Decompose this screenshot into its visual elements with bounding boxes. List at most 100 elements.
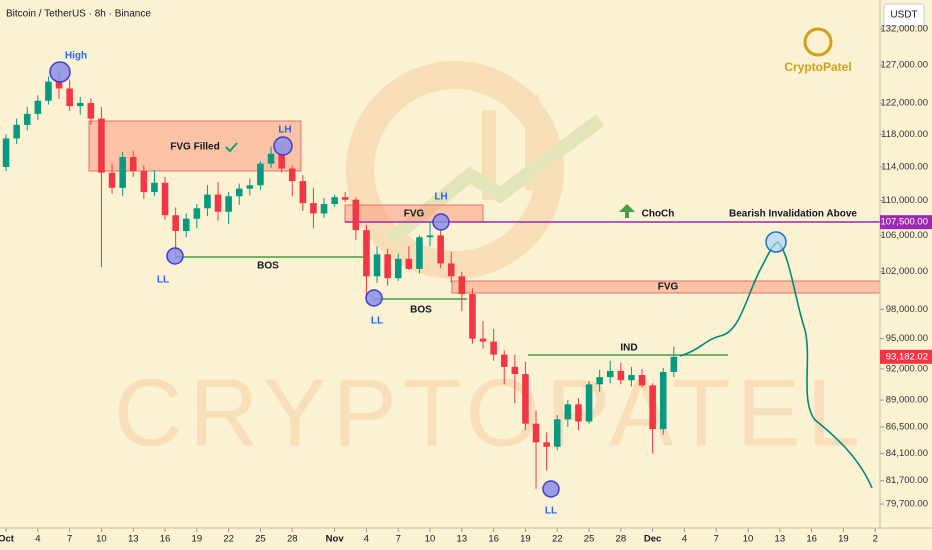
candle-body <box>469 294 476 339</box>
logo-icon <box>803 27 833 57</box>
x-tick-label: 19 <box>838 534 849 545</box>
y-tick-label: 118,000.00 <box>881 129 928 140</box>
candle-body <box>320 203 328 214</box>
candle-body <box>437 235 444 264</box>
markers <box>49 61 787 498</box>
x-tick-label: 16 <box>488 534 499 545</box>
x-tick-label: Nov <box>326 534 345 545</box>
currency: USDT <box>890 10 917 21</box>
x-tick-label: 4 <box>682 534 687 545</box>
candle-body <box>119 157 126 188</box>
candle-body <box>394 258 402 279</box>
candle-body <box>34 100 42 114</box>
x-tick-label: 28 <box>287 534 298 545</box>
grid <box>5 528 876 532</box>
candle-body <box>352 199 360 231</box>
candle-body <box>384 254 391 279</box>
x-tick-label: 13 <box>775 534 786 545</box>
candle-body <box>193 208 201 219</box>
label: FVG Filled <box>170 142 219 153</box>
y-tick-label: 89,000.00 <box>886 395 928 406</box>
y-tick-label: 81,700.00 <box>886 475 928 486</box>
label: LL <box>157 275 169 286</box>
label: FVG <box>658 282 679 293</box>
pivot-marker <box>273 136 293 156</box>
candle-body <box>628 375 635 381</box>
candle-body <box>182 218 190 232</box>
currency-box <box>883 3 925 27</box>
candle-body <box>426 235 434 238</box>
candle-body <box>522 374 529 424</box>
candle-body <box>543 442 550 447</box>
pivot-marker <box>365 289 383 307</box>
watermark: CRYPTOPATEL <box>114 359 866 466</box>
pivot-marker <box>542 480 560 498</box>
candle-body <box>299 181 307 204</box>
label: FVG <box>404 209 425 220</box>
x-tick-label: 25 <box>584 534 595 545</box>
annotation-labels: High FVG Filled LH LL BOS FVG LH LL BOS … <box>65 51 858 517</box>
candle-body <box>564 404 572 420</box>
x-tick-label: 22 <box>223 534 234 545</box>
x-tick-label: Oct <box>0 534 15 545</box>
candle-body <box>246 185 254 189</box>
y-tick-label: 114,000.00 <box>881 161 928 172</box>
check-icon <box>225 142 238 153</box>
candle-body <box>161 182 169 216</box>
label: LL <box>371 316 383 327</box>
x-tick-label: 13 <box>457 534 468 545</box>
candle-body <box>55 81 63 89</box>
x-tick-label: 7 <box>67 534 72 545</box>
y-tick-label: 79,700.00 <box>886 499 928 510</box>
x-tick-label: Dec <box>644 534 661 545</box>
candle-body <box>479 338 487 342</box>
candle-body <box>341 197 349 200</box>
label: IND <box>620 343 637 354</box>
label: BOS <box>410 305 432 316</box>
x-tick-label: 16 <box>806 534 817 545</box>
x-tick-label: 28 <box>616 534 627 545</box>
pivot-marker <box>166 247 184 265</box>
candle-body <box>638 375 646 386</box>
candle-body <box>225 196 232 212</box>
y-tick-label: 106,000.00 <box>880 230 928 241</box>
candle-body <box>13 124 20 139</box>
candle-body <box>405 258 413 269</box>
x-tick-label: 4 <box>35 534 40 545</box>
choch-arrow <box>619 204 635 218</box>
x-tick-label: 13 <box>128 534 139 545</box>
label: LH <box>278 125 291 136</box>
y-tick-label: 98,000.00 <box>886 304 928 315</box>
candle-body <box>288 168 296 182</box>
y-tick-label: 127,000.00 <box>880 60 928 71</box>
target-marker <box>765 231 787 253</box>
x-tick-label: 10 <box>96 534 107 545</box>
candle-body <box>235 188 243 197</box>
price-label-bg <box>880 215 932 230</box>
candle-body <box>278 153 285 169</box>
candle-body <box>204 194 211 209</box>
candle-body <box>108 172 116 188</box>
y-tick-label: 95,000.00 <box>886 333 928 344</box>
candle-body <box>267 153 275 164</box>
candle-body <box>45 81 52 101</box>
label: LH <box>434 192 447 203</box>
candle-body <box>532 423 540 443</box>
candle-body <box>606 370 614 378</box>
candle-body <box>617 370 625 381</box>
pivot-marker <box>49 61 71 83</box>
candle-body <box>416 237 423 269</box>
x-tick-label: 19 <box>520 534 531 545</box>
candle-body <box>2 138 10 167</box>
candle-body <box>363 230 370 277</box>
label: BOS <box>257 261 279 272</box>
price-axis <box>880 0 932 528</box>
x-tick-label: 16 <box>160 534 171 545</box>
logo-text: CryptoPatel <box>784 60 851 74</box>
x-tick-label: 10 <box>425 534 436 545</box>
candle-body <box>76 103 84 107</box>
candle-body <box>151 182 158 193</box>
candle-body <box>575 404 582 422</box>
